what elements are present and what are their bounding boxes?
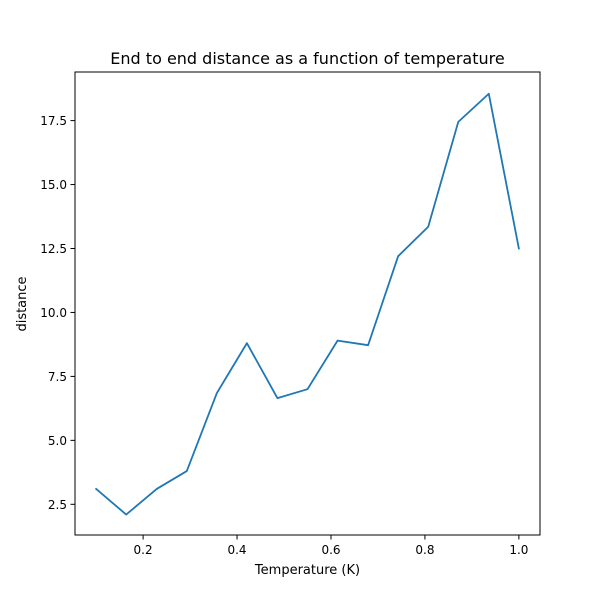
- y-axis-label: distance: [15, 276, 30, 331]
- chart-title: End to end distance as a function of tem…: [110, 49, 504, 68]
- y-tick-label: 15.0: [40, 178, 67, 192]
- y-tick-label: 12.5: [40, 242, 67, 256]
- series-line-0: [94, 92, 520, 516]
- x-tick-label: 0.2: [134, 543, 153, 557]
- x-tick-label: 0.4: [227, 543, 246, 557]
- y-tick-label: 17.5: [40, 114, 67, 128]
- y-tick-label: 2.5: [48, 498, 67, 512]
- y-tick-label: 5.0: [48, 434, 67, 448]
- y-tick-label: 10.0: [40, 306, 67, 320]
- x-tick-label: 1.0: [509, 543, 528, 557]
- axes-frame: [74, 71, 541, 536]
- plot-area: 0.2 0.4 0.6 0.8 1.0 2.5 5.0 7.5 10.0 12.5 15.0 17.5: [40, 71, 541, 557]
- x-axis-label: Temperature (K): [254, 563, 360, 578]
- y-tick-label: 7.5: [48, 370, 67, 384]
- x-tick-label: 0.6: [321, 543, 340, 557]
- x-tick-label: 0.8: [415, 543, 434, 557]
